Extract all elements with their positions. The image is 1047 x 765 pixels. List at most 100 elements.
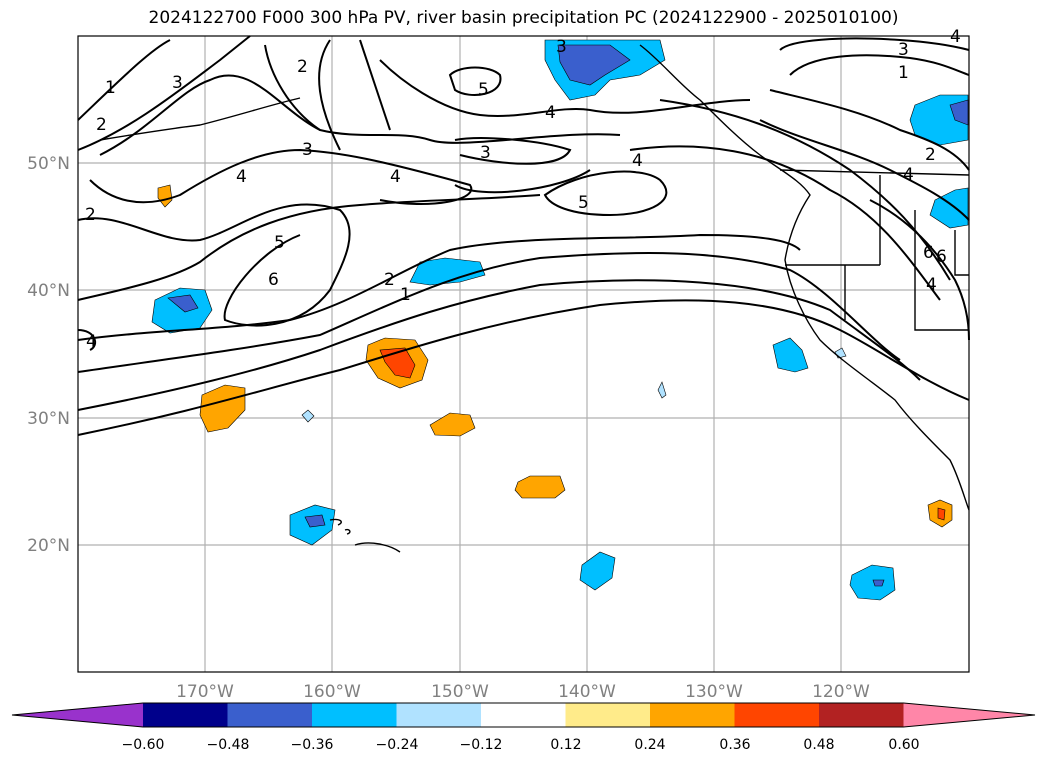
contour-line xyxy=(77,194,541,301)
precip-blob xyxy=(151,287,213,334)
precip-blob xyxy=(199,384,246,433)
precip-blob xyxy=(304,514,326,528)
contour-label: 3 xyxy=(302,140,313,160)
colorbar-outline xyxy=(11,702,1036,728)
contour-line xyxy=(318,39,341,151)
contour-label: 1 xyxy=(400,285,411,305)
contour-label: 4 xyxy=(926,275,937,295)
contour-line xyxy=(543,170,668,217)
colorbar-segment xyxy=(734,703,820,727)
lat-label: 20°N xyxy=(27,536,70,556)
colorbar-tick-label: 0.48 xyxy=(803,737,834,753)
latitude-labels: 50°N 40°N 30°N 20°N xyxy=(27,154,70,556)
precip-blob xyxy=(301,409,315,423)
coastline-path xyxy=(914,210,969,331)
coastline-path xyxy=(99,97,301,141)
contour-label: 3 xyxy=(172,73,183,93)
contour-line xyxy=(89,148,473,206)
precip-blob xyxy=(429,412,476,437)
coastline-path xyxy=(329,518,401,553)
contour-label: 4 xyxy=(545,103,556,123)
contour-label: 4 xyxy=(903,165,914,185)
contour-label: 5 xyxy=(274,233,285,253)
contour-label: 6 xyxy=(268,270,279,290)
colorbar-segment xyxy=(143,703,228,727)
colorbar-segment xyxy=(565,703,651,727)
contour-line xyxy=(379,59,751,117)
contour-line xyxy=(779,37,970,51)
contour-label: 4 xyxy=(632,151,643,171)
contour-line xyxy=(77,299,970,436)
colorbar-tick-label: 0.12 xyxy=(550,737,581,753)
colorbar-tick-label: −0.24 xyxy=(376,737,419,753)
lat-label: 40°N xyxy=(27,281,70,301)
precip-blob xyxy=(872,579,885,587)
colorbar-tick-label: 0.60 xyxy=(888,737,919,753)
colorbar-tick-label: 0.36 xyxy=(719,737,750,753)
contour-label: 2 xyxy=(384,270,395,290)
lon-label: 140°W xyxy=(558,682,616,702)
contour-label: 1 xyxy=(898,63,909,83)
map-panel: 1 2 3 4 5 6 3 4 5 3 4 5 4 3 1 2 4 6 2 1 … xyxy=(77,27,970,673)
contour-label: 2 xyxy=(297,57,308,77)
colorbar-tick-label: −0.48 xyxy=(207,737,250,753)
contour-label: 3 xyxy=(898,40,909,60)
precip-blob xyxy=(514,475,566,499)
contour-label: 2 xyxy=(925,145,936,165)
colorbar-segment xyxy=(227,703,313,727)
contour-line xyxy=(454,169,591,194)
colorbar-tick-label: −0.60 xyxy=(122,737,165,753)
precip-blob xyxy=(657,381,667,399)
contour-line xyxy=(77,203,351,327)
precip-blob xyxy=(167,294,199,313)
contour-line xyxy=(77,39,171,121)
contour-line xyxy=(77,35,251,151)
contour-line xyxy=(359,39,391,131)
contour-line xyxy=(264,44,321,131)
pv-contours xyxy=(77,35,970,436)
colorbar-segment xyxy=(312,703,397,727)
contour-labels: 1 2 3 4 5 6 3 4 5 3 4 5 4 3 1 2 4 6 2 1 … xyxy=(85,27,961,352)
contour-line xyxy=(869,199,970,341)
coastline xyxy=(99,44,970,553)
colorbar-tick-label: 0.24 xyxy=(634,737,665,753)
contour-label: 6 xyxy=(923,243,934,263)
contour-line xyxy=(454,137,572,165)
contour-label: 3 xyxy=(556,37,567,57)
precip-blob xyxy=(557,44,631,86)
longitude-labels: 170°W 160°W 150°W 140°W 130°W 120°W xyxy=(176,682,870,702)
colorbar-segment xyxy=(396,703,482,727)
precip-blob xyxy=(772,337,809,373)
map-border xyxy=(77,35,970,673)
precip-blob xyxy=(937,507,946,521)
contour-label: 2 xyxy=(96,115,107,135)
precip-blob xyxy=(949,99,969,126)
colorbar-tick-label: −0.36 xyxy=(291,737,334,753)
coastline-path xyxy=(639,44,970,511)
contour-label: 4 xyxy=(236,167,247,187)
contour-line xyxy=(629,145,941,301)
lon-label: 130°W xyxy=(685,682,743,702)
precip-blob xyxy=(849,564,896,601)
colorbar-extend-high xyxy=(903,703,1035,727)
contour-label: 4 xyxy=(950,27,961,47)
coastline-path xyxy=(779,169,970,176)
lon-label: 160°W xyxy=(303,682,361,702)
lat-label: 30°N xyxy=(27,409,70,429)
colorbar xyxy=(11,702,1036,728)
lat-label: 50°N xyxy=(27,154,70,174)
contour-label: 1 xyxy=(105,78,116,98)
colorbar-tick-label: −0.12 xyxy=(460,737,503,753)
precip-blob xyxy=(929,187,969,229)
contour-label: 5 xyxy=(478,80,489,100)
contour-line xyxy=(769,89,970,171)
contour-label: 2 xyxy=(85,205,96,225)
contour-line xyxy=(77,233,801,341)
colorbar-segment xyxy=(650,703,735,727)
contour-label: 5 xyxy=(578,193,589,213)
contour-line xyxy=(77,252,901,373)
map-title: 2024122700 F000 300 hPa PV, river basin … xyxy=(148,8,899,28)
coastline-path xyxy=(954,230,969,276)
contour-label: 4 xyxy=(86,332,97,352)
precip-blob xyxy=(579,551,616,591)
